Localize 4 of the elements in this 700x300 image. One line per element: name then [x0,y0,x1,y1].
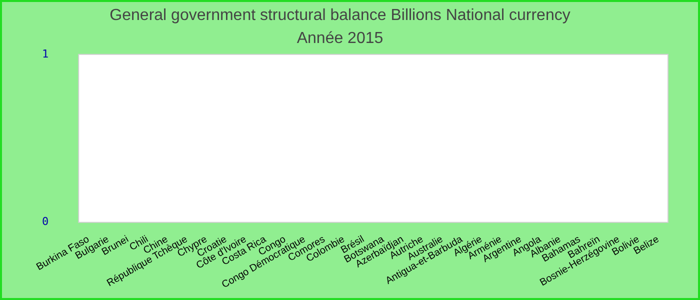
y-tick-label: 1 [42,47,49,60]
chart-subtitle: Année 2015 [296,30,384,48]
chart-title: General government structural balance Billions National currency [110,7,570,24]
y-tick-label: 0 [42,215,49,228]
